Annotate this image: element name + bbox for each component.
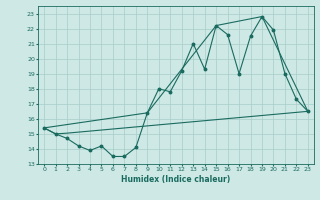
X-axis label: Humidex (Indice chaleur): Humidex (Indice chaleur) (121, 175, 231, 184)
